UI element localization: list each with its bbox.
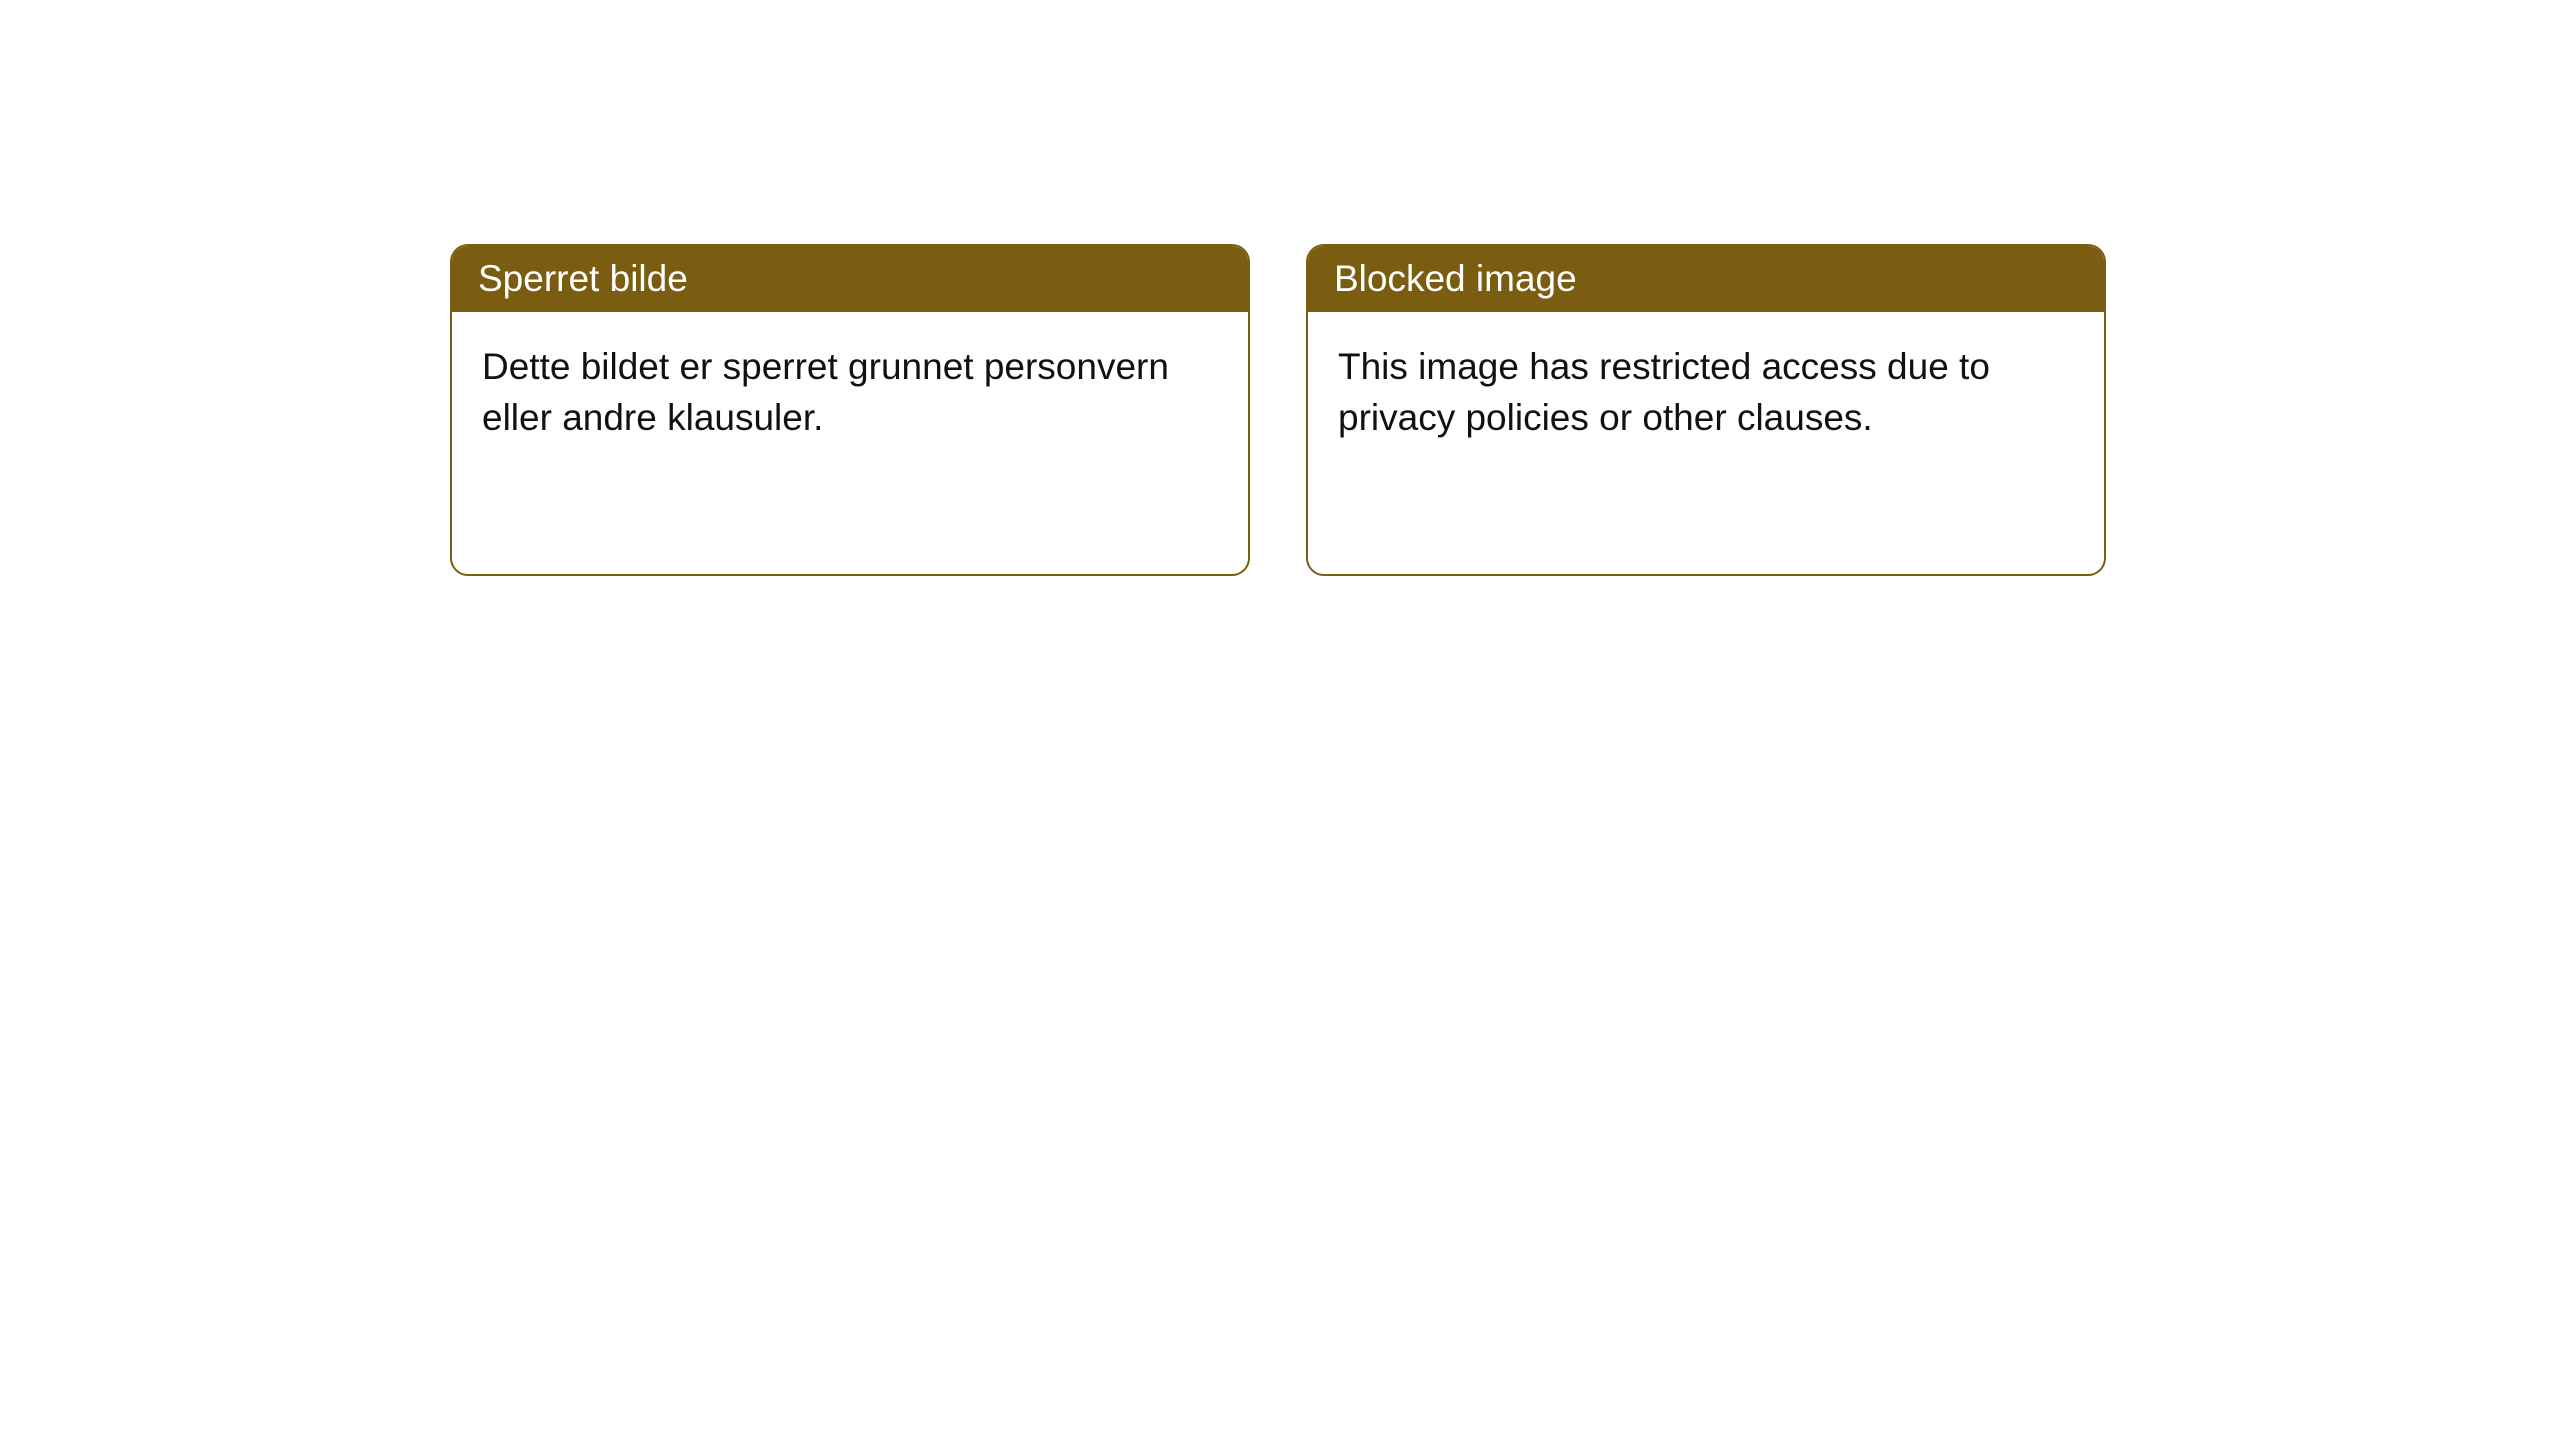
card-body: Dette bildet er sperret grunnet personve… [452, 312, 1248, 473]
card-title: Sperret bilde [452, 246, 1248, 312]
notice-card-english: Blocked image This image has restricted … [1306, 244, 2106, 576]
card-body: This image has restricted access due to … [1308, 312, 2104, 473]
notice-card-norwegian: Sperret bilde Dette bildet er sperret gr… [450, 244, 1250, 576]
notice-container: Sperret bilde Dette bildet er sperret gr… [0, 0, 2560, 576]
card-title: Blocked image [1308, 246, 2104, 312]
